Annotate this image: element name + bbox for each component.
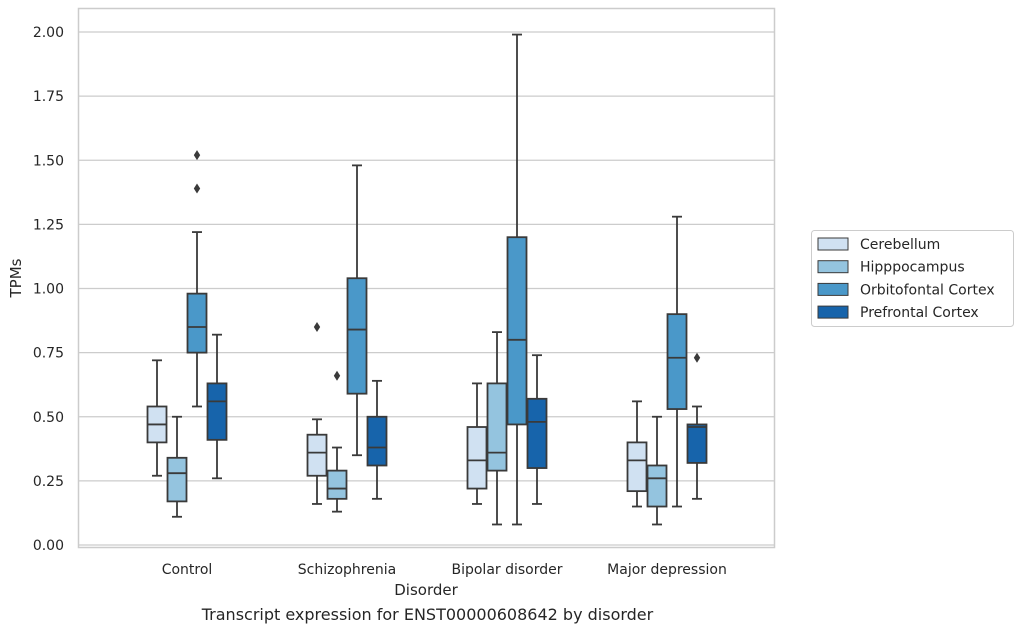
x-tick-label: Schizophrenia [298, 562, 396, 578]
outlier-point [313, 321, 321, 332]
legend-swatch [817, 260, 849, 274]
legend-frame [811, 230, 1014, 327]
legend-swatch [817, 282, 849, 296]
outlier-point [333, 370, 341, 381]
outlier-point [193, 150, 201, 161]
box-body [186, 292, 208, 354]
y-tick-label: 1.00 [33, 282, 64, 298]
box-body [646, 464, 668, 508]
x-tick-label: Major depression [607, 562, 727, 578]
box-body [166, 456, 188, 503]
y-tick-label: 0.50 [33, 410, 64, 426]
boxes [146, 33, 708, 526]
box-body [306, 433, 328, 477]
box-body [206, 382, 228, 441]
box-body [686, 423, 708, 464]
box-prefrontal-cortex [686, 352, 708, 500]
y-axis-label: TPMs [7, 258, 25, 298]
box-hipppocampus [166, 415, 188, 518]
box-cerebellum [626, 400, 648, 508]
box-orbitofontal-cortex [346, 164, 368, 457]
box-prefrontal-cortex [366, 379, 388, 500]
legend-label: Prefrontal Cortex [860, 305, 979, 321]
box-hipppocampus [646, 415, 668, 526]
box-cerebellum [306, 321, 328, 505]
y-tick-label: 1.75 [33, 89, 64, 105]
box-cerebellum [466, 382, 488, 505]
y-tick-label: 2.00 [33, 25, 64, 41]
box-hipppocampus [486, 331, 508, 526]
box-body [486, 382, 508, 472]
box-body [466, 426, 488, 490]
box-cerebellum [146, 359, 168, 477]
box-body [346, 277, 368, 395]
y-tick-label: 0.75 [33, 346, 64, 362]
box-body [326, 469, 348, 500]
figure-caption: Transcript expression for ENST0000060864… [201, 605, 654, 624]
legend-swatch [817, 237, 849, 251]
x-tick-label: Control [162, 562, 213, 578]
y-tick-label: 1.50 [33, 153, 64, 169]
legend-swatch [817, 305, 849, 319]
y-axis-ticks: 0.00 0.25 0.50 0.75 1.00 1.25 1.50 1.75 2.00 [33, 25, 64, 554]
box-orbitofontal-cortex [666, 215, 688, 508]
box-body [366, 415, 388, 467]
box-orbitofontal-cortex [186, 150, 208, 408]
legend-label: Hipppocampus [860, 260, 965, 276]
box-body [666, 313, 688, 410]
box-hipppocampus [326, 370, 348, 513]
legend-label: Orbitofontal Cortex [860, 282, 995, 298]
box-body [526, 397, 548, 469]
box-prefrontal-cortex [526, 354, 548, 505]
y-tick-label: 0.25 [33, 474, 64, 490]
box-body [506, 236, 528, 426]
x-axis-ticks: Control Schizophrenia Bipolar disorder Majo… [162, 562, 727, 578]
legend-label: Cerebellum [860, 237, 940, 253]
legend: Cerebellum Hipppocampus Orbitofontal Corte… [811, 230, 1014, 327]
y-tick-label: 0.00 [33, 538, 64, 554]
x-axis-label: Disorder [394, 581, 458, 599]
plot-area-frame [77, 7, 776, 549]
box-prefrontal-cortex [206, 333, 228, 480]
outlier-point [193, 183, 201, 194]
x-tick-label: Bipolar disorder [451, 562, 562, 578]
y-tick-label: 1.25 [33, 217, 64, 233]
box-body [626, 441, 648, 493]
box-orbitofontal-cortex [506, 33, 528, 526]
outlier-point [693, 352, 701, 363]
